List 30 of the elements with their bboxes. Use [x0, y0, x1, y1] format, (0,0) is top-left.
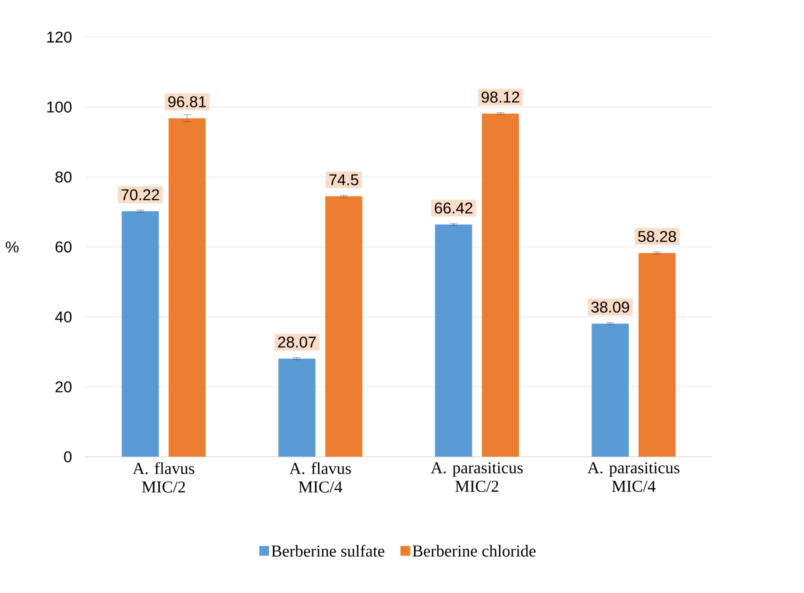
data-label: 28.07: [278, 336, 316, 348]
legend-label: Berberine chloride: [412, 544, 536, 556]
x-tick-label: A. parasiticus MIC/2: [430, 462, 523, 492]
bar: [482, 113, 519, 457]
x-tick-label: A. flavus MIC/4: [289, 462, 351, 492]
legend-label: Berberine sulfate: [272, 544, 384, 556]
bar: [122, 210, 159, 457]
data-label: 38.09: [591, 301, 630, 312]
y-tick-label: 40: [55, 311, 72, 322]
bar: [278, 358, 316, 457]
y-tick-label: 120: [47, 31, 72, 42]
data-label: 58.28: [638, 230, 676, 242]
y-tick-label: 100: [47, 101, 72, 112]
bar: [592, 323, 629, 457]
data-label: 96.81: [168, 96, 206, 108]
x-tick-label: A. flavus MIC/2: [132, 462, 194, 492]
y-tick-label: 80: [55, 171, 72, 182]
y-axis-title: %: [6, 241, 19, 252]
x-tick-label: A. parasiticus MIC/4: [588, 462, 680, 492]
y-tick-label: 60: [56, 241, 72, 252]
data-label: 66.42: [434, 202, 472, 214]
data-label: 74.5: [329, 174, 358, 186]
y-tick-label: 0: [64, 451, 72, 462]
bar: [638, 252, 676, 457]
bar: [435, 224, 472, 457]
data-label: 98.12: [482, 91, 520, 102]
bar: [325, 196, 362, 457]
bar: [168, 118, 206, 457]
y-tick-label: 20: [56, 381, 72, 392]
data-label: 70.22: [122, 188, 160, 200]
